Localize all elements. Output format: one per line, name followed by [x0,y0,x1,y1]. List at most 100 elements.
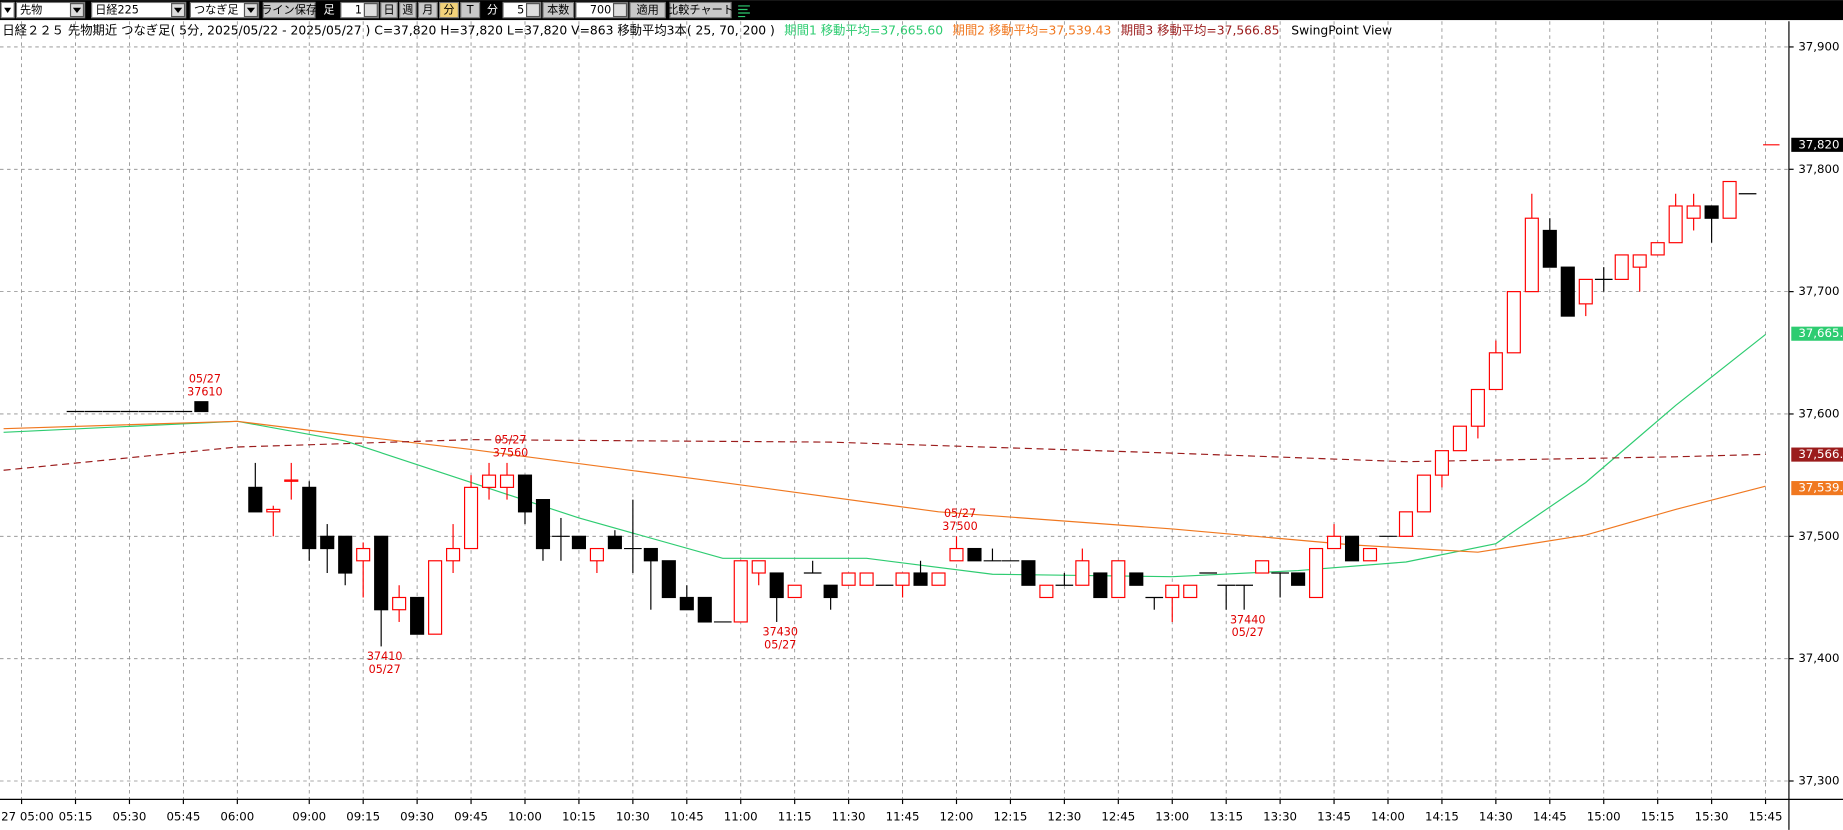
x-tick-label: 13:30 [1263,809,1297,823]
toolbar-button[interactable] [380,1,398,19]
candle-body [1470,388,1485,427]
candle-body [607,535,622,550]
moving-average-line [3,420,1766,553]
header-title: 日経２２５ 先物期近 つなぎ足( 5分, 2025/05/22 - 2025/0… [2,23,775,37]
moving-average-line [3,439,1766,471]
toolbar-label: 1 [355,4,362,17]
candle-body [967,547,982,562]
candle-body [1524,217,1539,293]
toolbar-label: ライン保存 [261,3,317,17]
price-label-box [1791,447,1843,462]
price-label: 37,566.8 [1798,447,1843,461]
candle-body [697,596,712,623]
y-tick-label: 37,900 [1798,39,1839,53]
candle-body [463,486,479,550]
y-tick-label: 37,600 [1798,406,1839,420]
candle-body [1344,535,1360,562]
swing-point-label: 05/27 [494,434,526,447]
price-label: 37,665.6 [1798,326,1843,340]
toolbar-select[interactable] [91,1,187,19]
legend-entry: 期間2 移動平均=37,539.43 [953,23,1112,37]
x-tick-label: 14:15 [1425,809,1459,823]
x-tick-label: 10:00 [508,809,542,823]
swing-point-label: 37560 [493,447,529,460]
x-tick-label: 09:15 [346,809,380,823]
candle-body [1632,254,1647,268]
candle-body [1578,278,1593,305]
candle-body [931,572,946,586]
toolbar-label: 700 [590,4,611,17]
candle-body [535,499,551,550]
spinner[interactable] [525,3,541,18]
moving-average-line [3,333,1766,578]
x-tick-label: 14:45 [1533,809,1567,823]
price-label-box [1791,137,1843,152]
x-tick-label: 11:45 [886,809,920,823]
toolbar-button[interactable] [439,1,459,19]
toolbar-button[interactable] [262,1,316,19]
candle-body [1668,205,1683,244]
candle-body [1093,572,1108,599]
plot-area: 37,300 37,400 37,500 37,600 37,700 37,800 37,9… [0,21,1843,823]
header-extra: SwingPoint View [1291,23,1392,37]
swing-point-label: 37440 [1230,613,1265,626]
swing-point-label: 05/27 [1232,626,1264,639]
x-tick-label: 11:15 [778,809,812,823]
candle-body [1686,205,1701,219]
candle-body [787,584,802,599]
select-arrow [173,7,183,14]
candle-body [571,535,586,550]
candle-body [1560,266,1575,317]
toolbar-icon[interactable] [735,2,753,18]
candle-body [1309,547,1324,599]
swing-point-label: 05/27 [369,663,401,676]
candle-body [1506,291,1521,354]
candle-body [1326,535,1342,550]
swing-point-label: 05/27 [764,638,796,651]
candle-body [859,572,874,586]
spinner[interactable] [363,3,378,18]
toolbar-button[interactable] [669,1,732,19]
x-tick-label: 13:45 [1317,809,1351,823]
swing-point-label: 05/27 [189,372,221,385]
x-tick-label: 05:30 [113,809,147,823]
x-tick-label: 12:00 [940,809,974,823]
candle-body [248,486,263,513]
toolbar-button[interactable] [460,1,481,19]
price-label: 37,539.4 [1798,481,1843,495]
toolbar-label: T [466,4,474,17]
toolbar-label: 月 [422,4,433,17]
price-label: 37,820 [1798,137,1839,151]
toolbar-select[interactable] [189,1,260,19]
candle-body [1542,229,1557,268]
select-arrow [246,7,256,14]
toolbar-label: 足 [324,4,335,17]
spinner[interactable] [612,3,628,18]
swing-point-label: 37610 [187,385,223,398]
candle-body [1362,547,1378,562]
x-tick-label: 13:00 [1155,809,1189,823]
menu-arrow [4,7,12,14]
toolbar-button[interactable] [399,1,417,19]
toolbar-button[interactable] [542,1,575,19]
toolbar-button[interactable] [417,1,438,19]
candle-body [733,560,748,623]
candle-body [1416,474,1432,513]
toolbar-select[interactable] [15,1,86,19]
toolbar-label: つなぎ足 [194,3,239,17]
y-tick-label: 37,700 [1798,284,1839,298]
x-tick-label: 15:00 [1587,809,1621,823]
candle-body [356,547,371,562]
x-tick-label: 15:15 [1641,809,1675,823]
candle-body [643,547,658,562]
y-tick-label: 37,500 [1798,529,1839,543]
candle-body [194,401,209,413]
candle-body [284,479,299,482]
candle-body [320,535,335,550]
toolbar-label: 日 [383,4,394,17]
toolbar-button[interactable] [629,1,666,19]
swing-point-label: 37430 [762,626,798,639]
icon-lines [738,5,750,18]
candle-body [661,560,676,599]
